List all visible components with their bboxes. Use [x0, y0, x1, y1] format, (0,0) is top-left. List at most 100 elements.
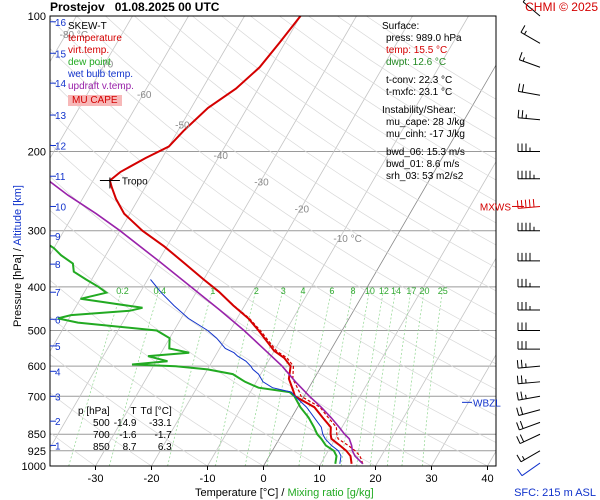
- bwd-06-value: bwd_06: 15.3 m/s: [386, 147, 465, 158]
- altitude-tick-label: 5: [55, 342, 61, 353]
- wind-barb-flag: [517, 83, 521, 92]
- x-axis-separator: /: [278, 487, 288, 499]
- dry-adiabat-line: [50, 316, 264, 466]
- altitude-tick-label: 16: [55, 18, 67, 29]
- instability-title: Instability/Shear:: [382, 105, 456, 116]
- altitude-tick-label: 8: [55, 260, 61, 271]
- credit-label: CHMI © 2025: [525, 0, 598, 14]
- mixing-ratio-label: 0.2: [116, 286, 129, 296]
- mixing-ratio-line: [215, 286, 257, 466]
- pressure-tick-label: 600: [28, 361, 46, 373]
- wind-barb-half-flag: [525, 394, 527, 399]
- isotherm-line: [263, 64, 496, 466]
- pressure-tick-label: 300: [28, 226, 46, 238]
- isotherm-line: [50, 16, 301, 449]
- mu-cape-badge: MU CAPE: [68, 95, 122, 106]
- wind-barb-flag: [520, 391, 523, 400]
- wind-barb: [517, 83, 541, 96]
- wind-barb-flag: [516, 392, 519, 401]
- isotherm-label: -50: [175, 121, 190, 132]
- legend-title: SKEW-T: [68, 21, 107, 32]
- mixing-ratio-line: [266, 286, 304, 466]
- altitude-axis-label: Altitude [km]: [12, 185, 24, 246]
- isotherm-label: -10 °C: [333, 234, 361, 245]
- table-row: 700 -1.6 -1.7: [78, 430, 176, 442]
- temperature-tick-label: 40: [481, 473, 493, 485]
- mixing-ratio-label: 8: [351, 286, 356, 296]
- axis-separator: /: [12, 245, 24, 255]
- dry-adiabat-line: [50, 209, 432, 466]
- pressure-tick-label: 400: [28, 282, 46, 294]
- table-cell: -1.7: [154, 430, 172, 441]
- wind-barb-flag: [520, 25, 526, 33]
- table-cell: -1.6: [119, 430, 137, 441]
- series-line-wet-bulb-temp: [150, 279, 342, 464]
- wind-barb: [518, 52, 541, 68]
- sounding-datetime: 01.08.2025 00 UTC: [114, 0, 220, 14]
- wind-barb-staff: [519, 433, 541, 444]
- mixing-ratio-line: [356, 286, 385, 466]
- wind-barb-staff: [520, 450, 541, 463]
- wind-barb: [517, 341, 540, 350]
- wind-barb-staff: [518, 409, 541, 416]
- table-row: 500 -14.9 -33.1: [78, 418, 176, 430]
- mixing-ratio-label: 20: [419, 286, 429, 296]
- altitude-tick-label: 6: [55, 315, 61, 326]
- pressure-tick-label: 850: [28, 429, 46, 441]
- table-cell: -33.1: [148, 418, 172, 429]
- mixing-ratio-label: 14: [391, 286, 401, 296]
- table-header-cell: T: [130, 406, 137, 417]
- altitude-tick-label: 14: [55, 79, 67, 90]
- wind-barb-flag: [520, 375, 523, 384]
- dry-adiabat-line: [50, 48, 496, 365]
- wind-barb-flag: [532, 198, 535, 208]
- dry-adiabat-line: [50, 392, 152, 466]
- chart-title: Prostejov 01.08.2025 00 UTC: [50, 0, 219, 14]
- wind-barb-staff: [518, 365, 541, 369]
- wind-barb: [516, 450, 541, 463]
- pressure-tick-label: 700: [28, 391, 46, 403]
- wind-barb-flag: [516, 360, 519, 369]
- temperature-axis-label: Temperature [°C]: [195, 487, 279, 499]
- wind-barb: [517, 322, 540, 332]
- isotherm-label: -60: [137, 90, 152, 101]
- isotherm-line: [544, 16, 600, 466]
- altitude-tick-label: 4: [55, 367, 61, 378]
- isotherm-line: [487, 450, 496, 466]
- wind-barb: [517, 222, 540, 232]
- wind-barb: [522, 0, 541, 17]
- wind-barb-half-flag: [521, 456, 525, 461]
- isotherm-line: [50, 16, 189, 256]
- altitude-tick-label: 10: [55, 202, 67, 213]
- pressure-tick-label: 100: [28, 11, 46, 23]
- wind-barb-flag: [516, 375, 519, 384]
- legend-item-updraft: updraft v.temp.: [68, 81, 134, 92]
- wind-barb-half-flag: [522, 57, 525, 62]
- surface-title: Surface:: [382, 21, 420, 32]
- wind-barb: [517, 252, 540, 262]
- mixing-ratio-axis-label: Mixing ratio [g/kg]: [287, 487, 374, 499]
- wind-barb-staff: [518, 205, 541, 209]
- table-cell: 700: [93, 430, 110, 441]
- wind-barb-flag: [522, 0, 526, 3]
- dry-adiabat-line: [50, 353, 208, 466]
- y-axis-label: Pressure [hPa] / Altitude [km]: [12, 176, 24, 336]
- series-line-virt-temp: [109, 16, 364, 465]
- isotherm-line: [207, 16, 469, 466]
- dry-adiabat-line: [50, 110, 496, 416]
- wind-barb-flag: [516, 468, 523, 476]
- temperature-tick-label: 20: [369, 473, 381, 485]
- wind-barb-staff: [518, 90, 541, 96]
- altitude-tick-label: 15: [55, 49, 67, 60]
- dry-adiabat-line: [50, 244, 376, 466]
- x-axis-label: Temperature [°C] / Mixing ratio [g/kg]: [195, 487, 374, 499]
- dry-adiabat-line: [163, 16, 496, 246]
- dry-adiabat-line: [50, 143, 496, 443]
- temperature-tick-label: 30: [425, 473, 437, 485]
- wind-barb: [517, 170, 540, 180]
- legend-item-temperature: temperature: [68, 33, 122, 44]
- isotherm-label: -20: [295, 204, 310, 215]
- wind-barb-flag: [516, 436, 521, 444]
- pressure-level-table: p [hPa] T Td [°C] 500 -14.9 -33.1 700 -1…: [78, 406, 176, 454]
